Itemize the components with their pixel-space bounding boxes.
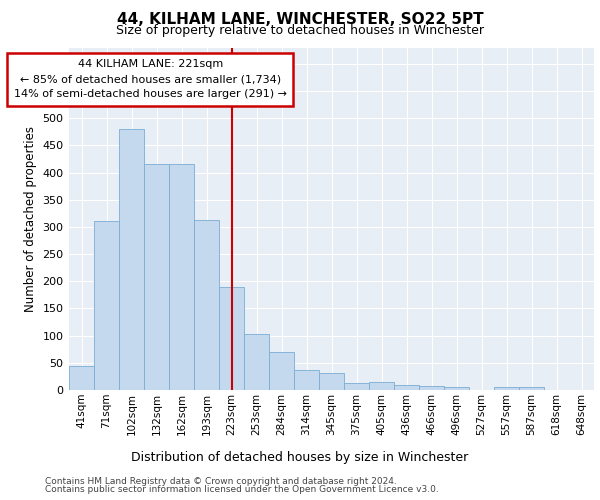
Text: Contains public sector information licensed under the Open Government Licence v3: Contains public sector information licen… [45, 485, 439, 494]
Bar [119, 129, 144, 390]
Bar [94, 221, 119, 390]
Bar [269, 352, 294, 390]
Text: Size of property relative to detached houses in Winchester: Size of property relative to detached ho… [116, 24, 484, 37]
Bar [444, 388, 469, 390]
Bar [394, 384, 419, 390]
Bar [419, 386, 444, 390]
Y-axis label: Number of detached properties: Number of detached properties [24, 126, 37, 312]
Bar [369, 382, 394, 390]
Bar [494, 388, 519, 390]
Bar [244, 334, 269, 390]
Bar [294, 370, 319, 390]
Text: Contains HM Land Registry data © Crown copyright and database right 2024.: Contains HM Land Registry data © Crown c… [45, 477, 397, 486]
Bar [219, 286, 244, 390]
Bar [519, 388, 544, 390]
Bar [319, 373, 344, 390]
Bar [169, 164, 194, 390]
Text: Distribution of detached houses by size in Winchester: Distribution of detached houses by size … [131, 451, 469, 464]
Bar [344, 383, 369, 390]
Text: 44 KILHAM LANE: 221sqm
← 85% of detached houses are smaller (1,734)
14% of semi-: 44 KILHAM LANE: 221sqm ← 85% of detached… [14, 60, 287, 99]
Text: 44, KILHAM LANE, WINCHESTER, SO22 5PT: 44, KILHAM LANE, WINCHESTER, SO22 5PT [116, 12, 484, 28]
Bar [194, 220, 219, 390]
Bar [69, 366, 94, 390]
Bar [144, 164, 169, 390]
